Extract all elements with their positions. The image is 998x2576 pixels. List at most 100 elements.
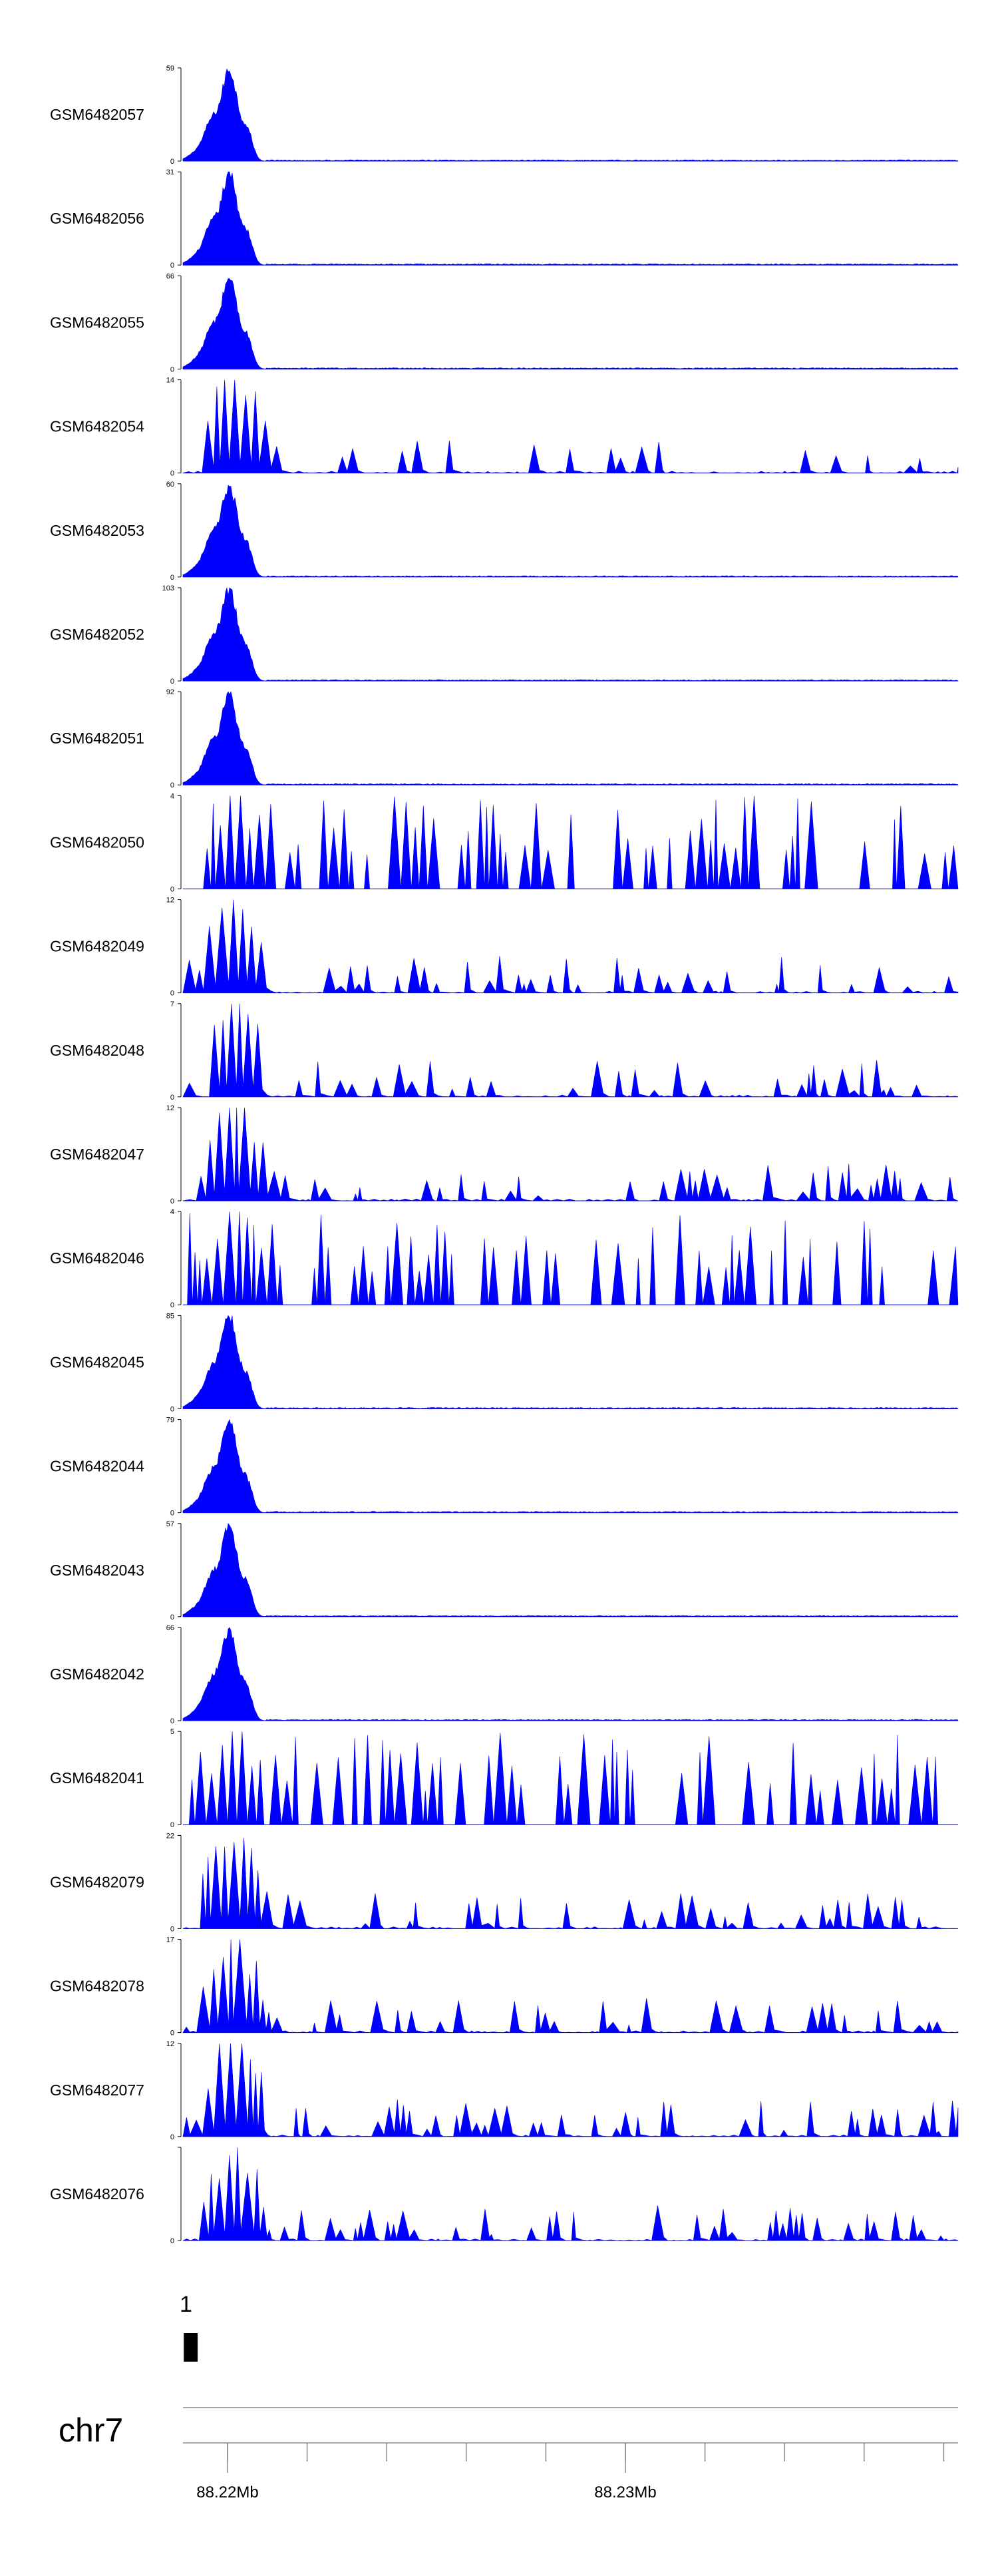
coverage-area xyxy=(182,691,959,785)
track-yzero-label: 0 xyxy=(170,885,174,893)
track-yzero-label: 0 xyxy=(170,1717,174,1725)
track-ymax-label: 5 xyxy=(170,1728,174,1736)
track-GSM6482053: GSM6482053 60 0 xyxy=(50,481,959,582)
track-yzero-label: 0 xyxy=(170,262,174,270)
track-yzero-label: 0 xyxy=(170,990,174,998)
track-yzero-label: 0 xyxy=(170,1821,174,1829)
track-ymax-label: 66 xyxy=(166,1624,174,1632)
track-label: GSM6482048 xyxy=(50,1042,144,1059)
track-label: GSM6482077 xyxy=(50,2081,144,2099)
coverage-area xyxy=(183,1211,959,1305)
track-yzero-label: 0 xyxy=(170,1613,174,1621)
track-ymax-label: 31 xyxy=(166,168,174,176)
track-label: GSM6482056 xyxy=(50,210,144,227)
coverage-area xyxy=(183,795,959,889)
coverage-area xyxy=(182,1939,959,2033)
track-ymax-label: 7 xyxy=(170,1000,174,1008)
track-ymax-label: 4 xyxy=(170,1208,174,1216)
track-yzero-label: 0 xyxy=(170,365,174,373)
track-label: GSM6482049 xyxy=(50,938,144,955)
track-GSM6482043: GSM6482043 57 0 xyxy=(50,1520,959,1621)
chromosome-label: chr7 xyxy=(59,2412,123,2449)
track-yzero-label: 0 xyxy=(170,1925,174,1933)
genome-axis: chr7 88.22Mb 88.23Mb xyxy=(59,2407,958,2501)
track-label: GSM6482051 xyxy=(50,730,144,747)
annotation-track: 1 xyxy=(180,2292,198,2362)
track-GSM6482045: GSM6482045 85 0 xyxy=(50,1312,959,1413)
track-GSM6482051: GSM6482051 92 0 xyxy=(50,688,959,789)
track-ymax-label: 4 xyxy=(170,792,174,800)
coverage-area xyxy=(182,1003,959,1098)
track-ymax-label: 57 xyxy=(166,1520,174,1528)
track-ymax-label: 60 xyxy=(166,481,174,489)
track-ymax-label: 59 xyxy=(166,65,174,73)
coverage-area xyxy=(182,1523,959,1617)
coverage-area xyxy=(182,68,959,162)
track-label: GSM6482046 xyxy=(50,1249,144,1267)
track-GSM6482044: GSM6482044 79 0 xyxy=(50,1416,959,1518)
track-ymax-label: 14 xyxy=(166,377,174,385)
track-GSM6482079: GSM6482079 22 0 xyxy=(50,1832,959,1933)
track-label: GSM6482042 xyxy=(50,1665,144,1683)
coverage-tracks: GSM6482057590GSM6482056310GSM6482055660G… xyxy=(50,65,959,2245)
track-GSM6482054: GSM6482054 14 0 xyxy=(50,377,959,478)
coverage-area xyxy=(182,899,959,993)
track-label: GSM6482053 xyxy=(50,522,144,539)
track-GSM6482049: GSM6482049 12 0 xyxy=(50,897,959,998)
track-yzero-label: 0 xyxy=(170,1301,174,1309)
track-label: GSM6482057 xyxy=(50,106,144,123)
track-ymax-label: 66 xyxy=(166,272,174,280)
coverage-area xyxy=(182,2043,959,2137)
track-yzero-label: 0 xyxy=(170,678,174,686)
track-ymax-label: 12 xyxy=(166,1104,174,1112)
track-label: GSM6482044 xyxy=(50,1458,144,1475)
region-label: 1 xyxy=(180,2292,192,2317)
axis-tick-label: 88.23Mb xyxy=(594,2483,656,2501)
track-yzero-label: 0 xyxy=(170,574,174,582)
track-GSM6482042: GSM6482042 66 0 xyxy=(50,1624,959,1725)
track-GSM6482077: GSM6482077 12 0 xyxy=(50,2040,959,2141)
track-label: GSM6482043 xyxy=(50,1562,144,1579)
track-ymax-label: 92 xyxy=(166,688,174,696)
track-label: GSM6482041 xyxy=(50,1769,144,1787)
coverage-area xyxy=(182,1315,959,1409)
track-yzero-label: 0 xyxy=(170,1510,174,1518)
coverage-area xyxy=(182,379,959,473)
coverage-area xyxy=(183,1731,958,1825)
track-GSM6482076: GSM6482076 0 xyxy=(50,2147,959,2245)
track-ymax-label: 12 xyxy=(166,2040,174,2048)
track-label: GSM6482052 xyxy=(50,626,144,643)
track-label: GSM6482054 xyxy=(50,418,144,435)
track-label: GSM6482079 xyxy=(50,1873,144,1890)
track-ymax-label: 79 xyxy=(166,1416,174,1424)
track-yzero-label: 0 xyxy=(170,2237,174,2245)
track-GSM6482047: GSM6482047 12 0 xyxy=(50,1104,959,1205)
track-GSM6482055: GSM6482055 66 0 xyxy=(50,272,959,373)
track-GSM6482056: GSM6482056 31 0 xyxy=(50,168,959,270)
track-yzero-label: 0 xyxy=(170,1197,174,1205)
track-ymax-label: 85 xyxy=(166,1312,174,1320)
coverage-area xyxy=(182,1838,959,1929)
track-ymax-label: 22 xyxy=(166,1832,174,1840)
track-label: GSM6482050 xyxy=(50,833,144,851)
coverage-area xyxy=(182,1418,959,1513)
track-GSM6482057: GSM6482057 59 0 xyxy=(50,65,959,166)
track-label: GSM6482047 xyxy=(50,1146,144,1163)
track-yzero-label: 0 xyxy=(170,781,174,789)
track-GSM6482050: GSM6482050 4 0 xyxy=(50,792,959,893)
axis-tick-label: 88.22Mb xyxy=(196,2483,258,2501)
coverage-area xyxy=(182,587,959,682)
track-ymax-label: 12 xyxy=(166,897,174,905)
coverage-area xyxy=(182,1627,959,1721)
track-GSM6482052: GSM6482052 103 0 xyxy=(50,584,959,686)
track-yzero-label: 0 xyxy=(170,1405,174,1413)
track-yzero-label: 0 xyxy=(170,2133,174,2141)
track-yzero-label: 0 xyxy=(170,1094,174,1102)
track-GSM6482041: GSM6482041 5 0 xyxy=(50,1728,958,1829)
track-yzero-label: 0 xyxy=(170,2030,174,2038)
track-ymax-label: 17 xyxy=(166,1936,174,1944)
track-GSM6482046: GSM6482046 4 0 xyxy=(50,1208,959,1309)
track-label: GSM6482045 xyxy=(50,1353,144,1371)
track-ymax-label: 103 xyxy=(162,584,174,592)
track-yzero-label: 0 xyxy=(170,470,174,478)
